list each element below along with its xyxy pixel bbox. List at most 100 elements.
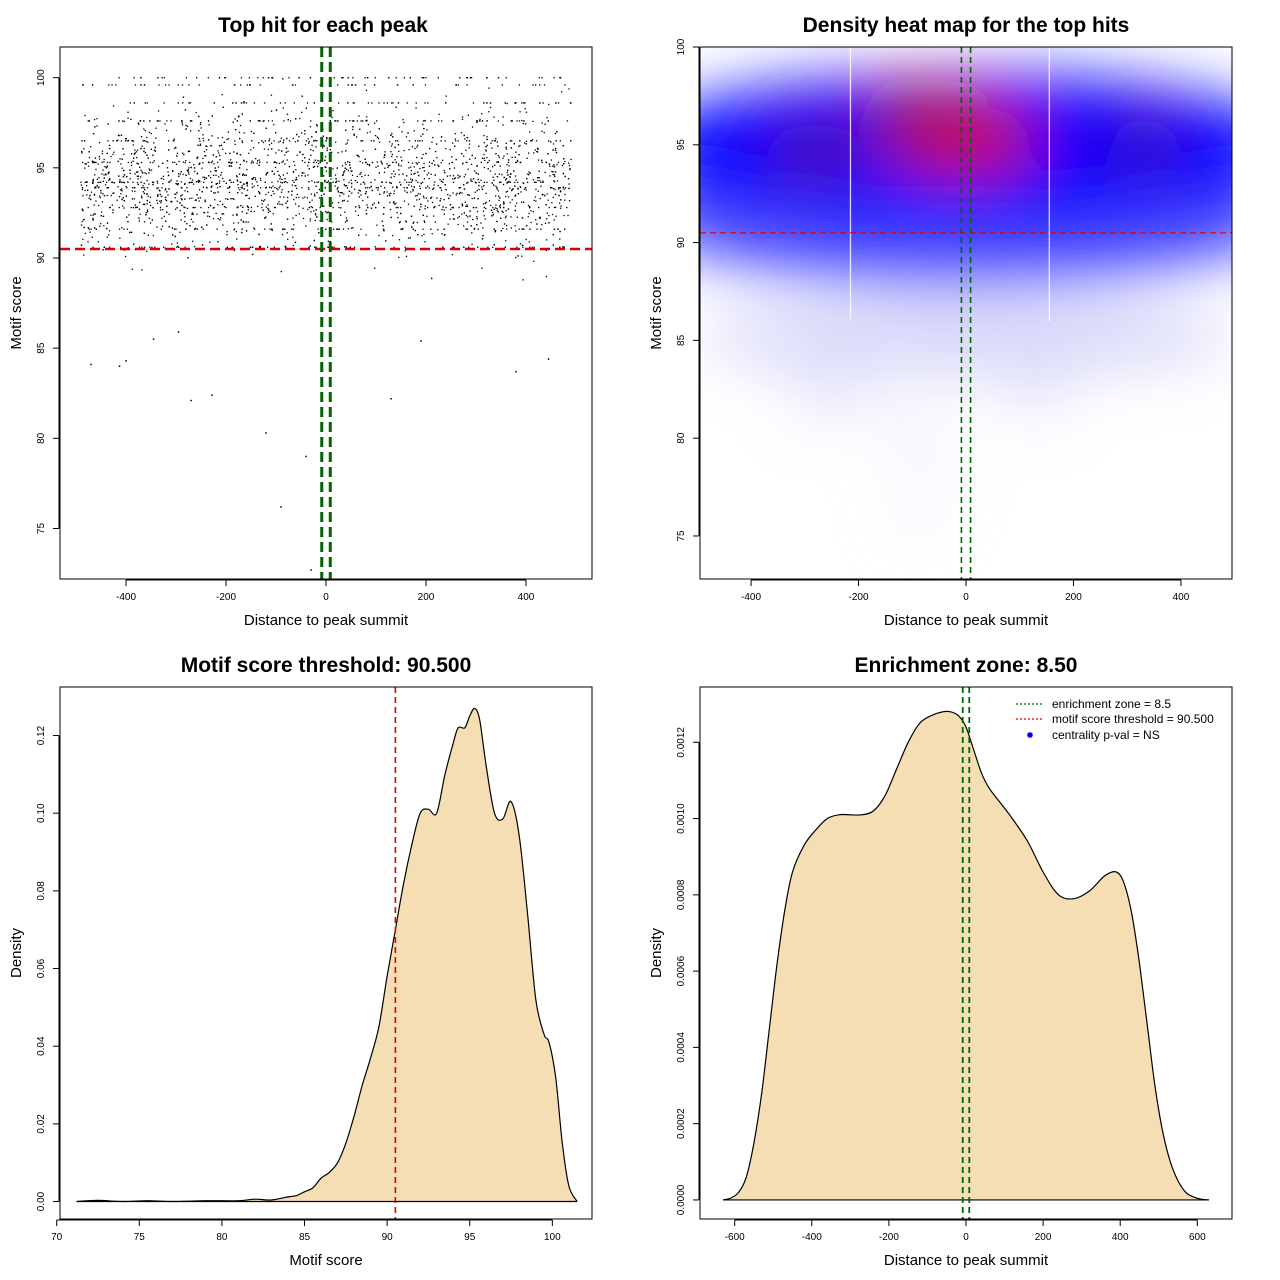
scatter-point	[560, 199, 562, 201]
scatter-point	[374, 135, 377, 137]
scatter-point	[552, 165, 554, 167]
scatter-point	[165, 188, 167, 190]
scatter-point	[389, 201, 391, 204]
scatter-point	[490, 204, 492, 207]
scatter-point	[422, 228, 424, 230]
scatter-point	[413, 205, 415, 207]
scatter-point	[86, 184, 88, 187]
scatter-point	[485, 207, 487, 210]
scatter-point	[548, 222, 550, 224]
scatter-point	[117, 160, 119, 163]
scatter-point	[274, 187, 276, 189]
scatter-point	[202, 134, 204, 136]
scatter-point	[306, 102, 309, 104]
scatter-point	[428, 161, 431, 163]
scatter-point	[485, 150, 487, 152]
scatter-point	[400, 206, 402, 209]
scatter-point	[92, 182, 94, 184]
scatter-point	[356, 175, 358, 178]
scatter-point	[285, 151, 287, 153]
scatter-point	[119, 180, 121, 183]
scatter-point	[237, 222, 240, 224]
scatter-point	[486, 162, 489, 164]
scatter-point	[354, 246, 356, 248]
scatter-point	[274, 161, 276, 163]
scatter-point	[161, 217, 163, 219]
scatter-point	[199, 180, 201, 183]
scatter-point	[195, 181, 197, 183]
scatter-point	[236, 180, 239, 182]
scatter-point	[296, 193, 298, 196]
scatter-point	[408, 140, 411, 142]
scatter-point	[428, 165, 430, 167]
scatter-point	[364, 187, 367, 189]
scatter-point	[264, 199, 266, 201]
scatter-point	[565, 187, 567, 189]
scatter-point	[358, 205, 360, 207]
scatter-point	[248, 152, 250, 154]
scatter-point	[390, 151, 392, 153]
scatter-point	[373, 84, 376, 86]
scatter-point	[198, 179, 200, 182]
scatter-point	[509, 176, 511, 178]
scatter-point	[126, 187, 128, 189]
scatter-point	[446, 175, 448, 177]
scatter-point	[121, 190, 123, 192]
scatter-point	[178, 160, 180, 163]
scatter-point	[357, 192, 359, 194]
scatter-point	[522, 246, 524, 248]
scatter-point	[410, 185, 413, 187]
scatter-point	[425, 197, 427, 199]
scatter-point	[483, 206, 485, 209]
scatter-point	[396, 187, 398, 189]
scatter-point	[181, 122, 183, 124]
scatter-point	[319, 220, 321, 222]
scatter-point	[245, 174, 247, 176]
scatter-point	[107, 123, 109, 125]
scatter-point	[186, 125, 189, 127]
x-tick-label: 90	[382, 1232, 394, 1243]
scatter-point	[211, 135, 213, 137]
scatter-point	[143, 192, 146, 195]
scatter-point	[341, 165, 344, 167]
scatter-point	[213, 192, 215, 194]
scatter-point	[391, 143, 393, 145]
scatter-point	[103, 174, 105, 176]
scatter-point	[346, 220, 348, 222]
scatter-point	[402, 227, 404, 230]
scatter-point	[412, 188, 414, 191]
scatter-point	[285, 202, 287, 204]
scatter-point	[237, 192, 239, 194]
scatter-point	[146, 199, 148, 202]
scatter-point	[555, 102, 557, 104]
scatter-point	[141, 246, 143, 248]
scatter-point	[466, 161, 468, 164]
scatter-point	[542, 102, 544, 104]
scatter-point	[438, 113, 440, 115]
scatter-point	[139, 201, 141, 203]
scatter-point	[393, 246, 395, 248]
scatter-point	[514, 185, 516, 187]
scatter-point	[98, 155, 100, 158]
scatter-point	[452, 214, 455, 216]
scatter-point	[382, 228, 385, 230]
scatter-point	[398, 165, 400, 167]
scatter-point	[488, 159, 490, 162]
scatter-point	[166, 205, 168, 207]
scatter-point	[258, 142, 260, 144]
scatter-point	[424, 241, 426, 243]
scatter-point	[351, 120, 354, 122]
scatter-point	[350, 186, 353, 188]
scatter-point	[529, 172, 531, 174]
scatter-point	[181, 84, 184, 86]
scatter-point	[349, 167, 352, 169]
y-tick-label: 90	[676, 237, 687, 249]
scatter-point	[398, 173, 400, 176]
scatter-point	[404, 179, 406, 181]
scatter-point	[352, 77, 354, 79]
scatter-point	[245, 221, 247, 223]
scatter-point	[230, 165, 233, 167]
scatter-point	[253, 210, 255, 213]
